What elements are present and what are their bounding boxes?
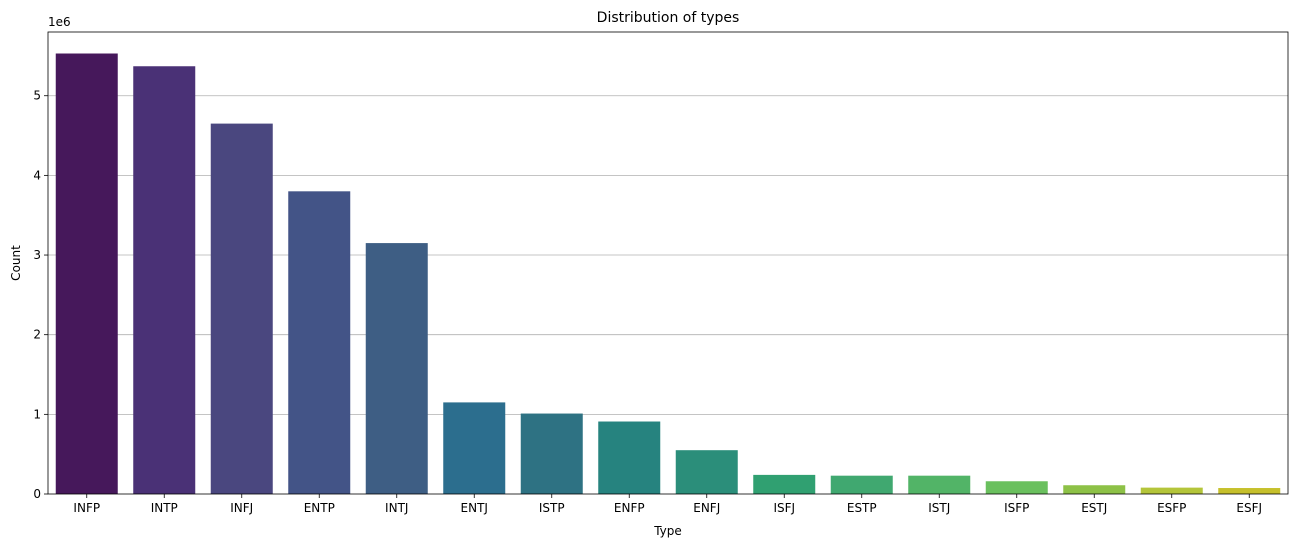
bar-istj [908, 475, 971, 494]
x-tick-label: ESFP [1157, 501, 1186, 515]
bar-estp [830, 475, 893, 494]
x-tick-label: ENTP [304, 501, 335, 515]
y-scale-label: 1e6 [48, 15, 71, 29]
bar-enfp [598, 421, 661, 494]
x-tick-label: INTJ [385, 501, 408, 515]
x-tick-label: ISFJ [773, 501, 795, 515]
bar-infp [55, 53, 118, 494]
ticks: 0 1 2 3 4 5 INFP INTP INFJ ENTP INTJ ENTJ ISTP ENFP EN… [33, 89, 1262, 515]
bar-isfj [753, 474, 816, 494]
bar-entp [288, 191, 351, 494]
x-tick-label: ESTJ [1081, 501, 1107, 515]
x-tick-label: ISFP [1004, 501, 1029, 515]
chart-title: Distribution of types [597, 10, 740, 26]
bar-isfp [985, 481, 1048, 494]
bar-enfj [675, 450, 738, 494]
y-tick-label: 1 [33, 407, 41, 421]
bar-istp [520, 413, 583, 494]
y-tick-label: 2 [33, 328, 41, 342]
bar-esfp [1140, 487, 1203, 494]
bar-esfj [1218, 488, 1281, 494]
y-tick-label: 5 [33, 89, 41, 103]
x-tick-label: ESFJ [1236, 501, 1262, 515]
x-tick-label: INFP [73, 501, 100, 515]
x-tick-label: ISTJ [928, 501, 950, 515]
bars [55, 53, 1281, 495]
bar-intp [133, 66, 196, 495]
x-tick-label: ISTP [539, 501, 565, 515]
bar-infj [210, 123, 273, 494]
x-axis-label: Type [653, 524, 682, 538]
x-tick-label: INTP [151, 501, 178, 515]
bar-entj [443, 402, 506, 494]
x-tick-label: INFJ [230, 501, 253, 515]
x-tick-label: ENTJ [461, 501, 488, 515]
y-tick-label: 3 [33, 248, 41, 262]
plot-frame [47, 31, 1289, 495]
y-tick-label: 4 [33, 168, 41, 182]
x-tick-label: ENFP [614, 501, 645, 515]
x-tick-label: ENFJ [693, 501, 720, 515]
bar-estj [1063, 485, 1126, 494]
y-axis-label: Count [9, 245, 23, 281]
bar-intj [365, 243, 428, 494]
y-tick-label: 0 [33, 487, 41, 501]
x-tick-label: ESTP [847, 501, 877, 515]
